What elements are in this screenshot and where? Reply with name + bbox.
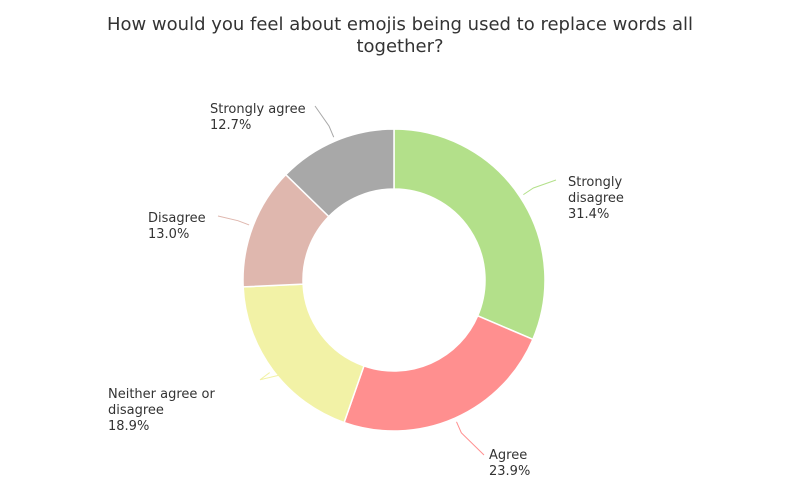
slice-agree[interactable] — [343, 314, 534, 432]
connector-agree — [456, 421, 485, 456]
label-neither-agree-or-disagree: Neither agree or disagree 18.9% — [108, 387, 216, 434]
slice-strongly-agree[interactable] — [284, 128, 395, 218]
value-neither-agree-or-disagree: 18.9% — [108, 419, 149, 434]
chart-title-line-2: together? — [356, 36, 444, 57]
connector-strongly-agree — [314, 105, 335, 138]
connector-neither-agree-or-disagree — [259, 372, 281, 381]
slice-neither-agree-or-disagree[interactable] — [242, 283, 365, 424]
label-line-strongly-disagree: disagree — [568, 191, 624, 206]
value-agree: 23.9% — [489, 464, 530, 479]
label-line-strongly-disagree: Strongly — [568, 175, 622, 190]
label-disagree: Disagree 13.0% — [148, 211, 206, 242]
label-line-neither-agree-or-disagree: disagree — [108, 403, 164, 418]
label-line-agree: Agree — [489, 448, 527, 463]
value-strongly-agree: 12.7% — [210, 118, 251, 133]
label-agree: Agree 23.9% — [489, 448, 530, 479]
label-strongly-disagree: Strongly disagree 31.4% — [568, 175, 624, 222]
label-line-neither-agree-or-disagree: Neither agree or — [108, 387, 216, 402]
label-line-strongly-agree: Strongly agree — [210, 102, 306, 117]
chart-title: How would you feel about emojis being us… — [90, 14, 710, 58]
label-strongly-agree: Strongly agree 12.7% — [210, 102, 306, 133]
label-line-disagree: Disagree — [148, 211, 206, 226]
connector-strongly-disagree — [523, 179, 557, 196]
slice-strongly-disagree[interactable] — [393, 128, 546, 341]
value-disagree: 13.0% — [148, 227, 189, 242]
chart-title-line-1: How would you feel about emojis being us… — [106, 14, 694, 35]
value-strongly-disagree: 31.4% — [568, 207, 609, 222]
connector-disagree — [217, 215, 250, 226]
